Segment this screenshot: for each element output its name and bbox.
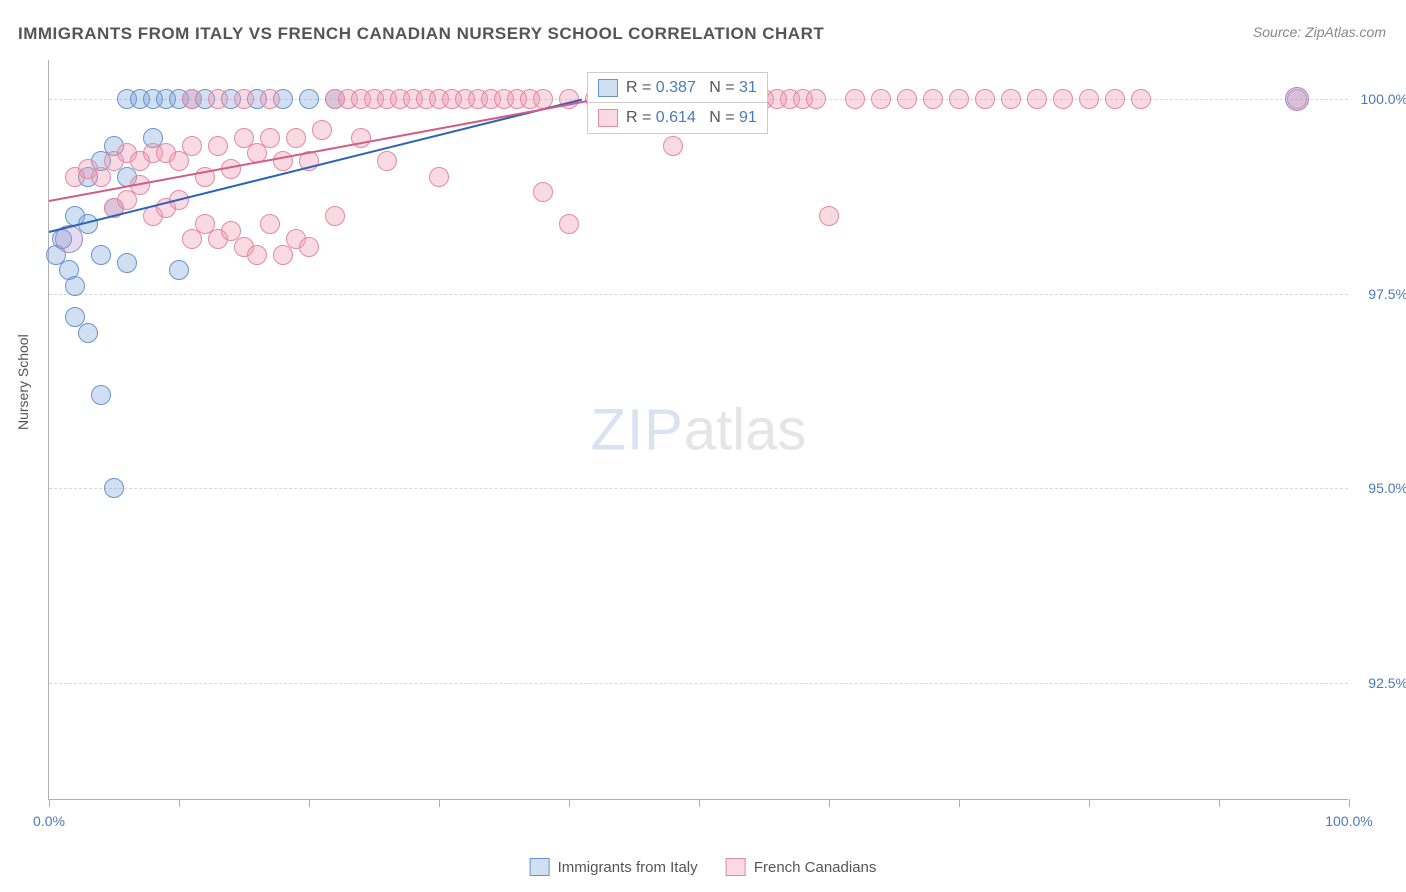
data-point (1131, 89, 1151, 109)
data-point (312, 120, 332, 140)
stats-n-label: N = (709, 79, 739, 96)
x-tick (179, 799, 180, 807)
x-tick (309, 799, 310, 807)
stats-r-value: 0.614 (656, 109, 696, 126)
data-point (845, 89, 865, 109)
y-tick-label: 92.5% (1353, 675, 1406, 691)
y-axis-label: Nursery School (15, 334, 31, 430)
source-attribution: Source: ZipAtlas.com (1253, 24, 1386, 40)
x-tick (699, 799, 700, 807)
data-point (871, 89, 891, 109)
data-point (1105, 89, 1125, 109)
watermark-atlas: atlas (684, 397, 807, 462)
stats-r-value: 0.387 (656, 79, 696, 96)
stats-swatch (598, 109, 618, 127)
y-tick-label: 97.5% (1353, 286, 1406, 302)
gridline (49, 488, 1348, 489)
data-point (299, 89, 319, 109)
legend-label-french: French Canadians (754, 859, 877, 876)
y-tick-label: 100.0% (1353, 91, 1406, 107)
data-point (208, 136, 228, 156)
x-tick (829, 799, 830, 807)
data-point (91, 385, 111, 405)
plot-area: ZIPatlas 100.0%97.5%95.0%92.5%0.0%100.0%… (48, 60, 1348, 800)
data-point (897, 89, 917, 109)
data-point (1079, 89, 1099, 109)
legend-item-italy: Immigrants from Italy (530, 858, 698, 876)
x-tick (439, 799, 440, 807)
data-point (377, 151, 397, 171)
data-point (663, 136, 683, 156)
gridline (49, 683, 1348, 684)
data-point (1285, 87, 1309, 111)
x-tick (1089, 799, 1090, 807)
data-point (975, 89, 995, 109)
legend: Immigrants from Italy French Canadians (518, 858, 889, 880)
data-point (234, 89, 254, 109)
legend-swatch-french (726, 858, 746, 876)
watermark: ZIPatlas (591, 396, 807, 463)
stats-r-label: R = (626, 109, 656, 126)
data-point (299, 237, 319, 257)
gridline (49, 294, 1348, 295)
stats-swatch (598, 79, 618, 97)
data-point (806, 89, 826, 109)
x-tick (1219, 799, 1220, 807)
data-point (65, 276, 85, 296)
x-tick (49, 799, 50, 807)
data-point (1027, 89, 1047, 109)
x-tick (569, 799, 570, 807)
stats-n-value: 31 (739, 79, 757, 96)
x-tick-label: 0.0% (33, 813, 65, 829)
stats-n-value: 91 (739, 109, 757, 126)
x-tick-label: 100.0% (1325, 813, 1372, 829)
data-point (117, 253, 137, 273)
x-tick (959, 799, 960, 807)
data-point (286, 128, 306, 148)
stats-box: R = 0.387 N = 31 (587, 72, 768, 104)
data-point (1001, 89, 1021, 109)
data-point (182, 136, 202, 156)
data-point (1053, 89, 1073, 109)
data-point (182, 89, 202, 109)
data-point (91, 245, 111, 265)
data-point (923, 89, 943, 109)
x-tick (1349, 799, 1350, 807)
chart-title: IMMIGRANTS FROM ITALY VS FRENCH CANADIAN… (18, 24, 824, 44)
stats-n-label: N = (709, 109, 739, 126)
legend-swatch-italy (530, 858, 550, 876)
stats-box: R = 0.614 N = 91 (587, 102, 768, 134)
data-point (247, 245, 267, 265)
data-point (169, 260, 189, 280)
data-point (104, 478, 124, 498)
data-point (429, 167, 449, 187)
data-point (533, 182, 553, 202)
legend-label-italy: Immigrants from Italy (558, 859, 698, 876)
data-point (949, 89, 969, 109)
legend-item-french: French Canadians (726, 858, 877, 876)
data-point (78, 323, 98, 343)
stats-r-label: R = (626, 79, 656, 96)
data-point (819, 206, 839, 226)
data-point (260, 128, 280, 148)
data-point (559, 214, 579, 234)
data-point (325, 206, 345, 226)
y-tick-label: 95.0% (1353, 480, 1406, 496)
data-point (260, 214, 280, 234)
watermark-zip: ZIP (591, 397, 684, 462)
data-point (208, 89, 228, 109)
data-point (260, 89, 280, 109)
